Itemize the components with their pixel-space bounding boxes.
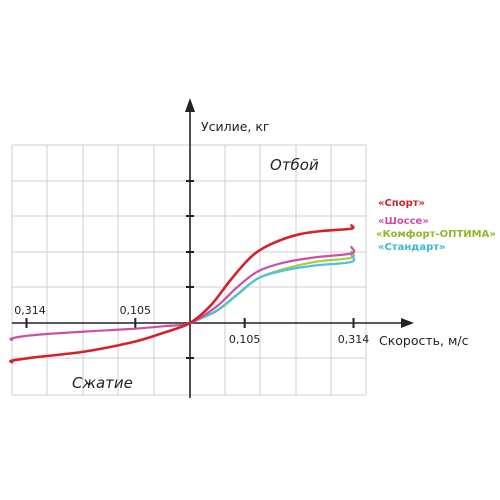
x-tick-label: 0,105 bbox=[120, 304, 152, 317]
x-tick-label: 0,314 bbox=[338, 333, 370, 346]
x-axis bbox=[12, 318, 414, 328]
y-axis-label: Усилие, кг bbox=[201, 119, 269, 134]
legend-entry: «Стандарт» bbox=[378, 242, 446, 253]
series-line bbox=[188, 253, 356, 325]
y-axis-arrow bbox=[185, 98, 195, 112]
x-axis-arrow bbox=[401, 318, 414, 328]
legend-entry: «Спорт» bbox=[378, 198, 425, 209]
series-line bbox=[9, 245, 356, 342]
x-tick-label: 0,314 bbox=[14, 304, 46, 317]
compression-region-label: Сжатие bbox=[72, 374, 133, 392]
series-line bbox=[9, 224, 355, 364]
legend: «Спорт» «Шоссе» «Комфорт-ОПТИМА» «Станда… bbox=[376, 198, 496, 253]
series-lines bbox=[9, 224, 356, 364]
axis-ticks bbox=[25, 180, 355, 359]
x-tick-label: 0,105 bbox=[229, 333, 261, 346]
x-axis-label: Скорость, м/с bbox=[379, 333, 469, 348]
legend-entry: «Комфорт-ОПТИМА» bbox=[376, 228, 496, 240]
rebound-region-label: Отбой bbox=[270, 156, 319, 174]
y-axis bbox=[185, 98, 195, 398]
legend-entry: «Шоссе» bbox=[378, 216, 429, 227]
